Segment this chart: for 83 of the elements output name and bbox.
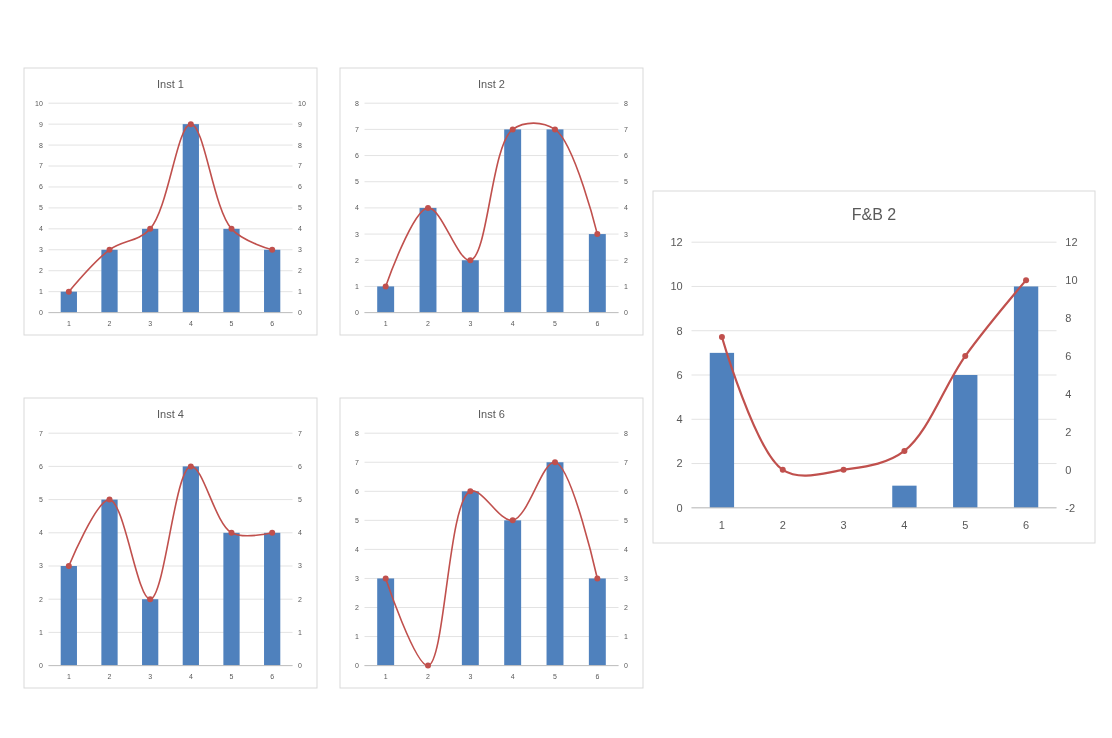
point	[467, 257, 474, 264]
point	[228, 529, 235, 536]
y2-tick-label: 4	[1065, 387, 1072, 400]
point	[106, 246, 113, 253]
point	[509, 126, 516, 133]
bar	[101, 499, 118, 666]
x-tick-label: 5	[962, 519, 969, 532]
point	[552, 459, 558, 466]
bar	[953, 375, 978, 508]
bar	[588, 578, 606, 666]
point	[382, 283, 389, 290]
y2-tick-label: 8	[1065, 311, 1072, 324]
bar	[60, 566, 77, 666]
point	[962, 353, 969, 360]
bar	[709, 352, 735, 508]
chart-title: Inst 1	[157, 77, 184, 90]
bar	[182, 466, 199, 666]
y-tick-label: 8	[676, 324, 683, 337]
point	[779, 466, 786, 473]
bar	[60, 291, 77, 313]
point	[382, 575, 389, 582]
x-tick-label: 6	[1023, 519, 1030, 532]
y-tick-label: 2	[676, 457, 683, 470]
x-tick-label: 3	[840, 519, 847, 532]
point	[1023, 277, 1030, 284]
chart-title: Inst 2	[478, 77, 505, 90]
chart-title: F&B 2	[851, 205, 897, 223]
bar	[223, 532, 240, 666]
point	[840, 466, 847, 473]
bar	[1013, 286, 1039, 508]
x-tick-label: 4	[901, 519, 908, 532]
y2-tick-label: -2	[1065, 501, 1076, 514]
bar	[182, 124, 199, 313]
bar	[504, 129, 522, 313]
bar	[377, 286, 395, 313]
bar	[264, 249, 281, 313]
chart-title: Inst 4	[157, 407, 184, 420]
bar	[223, 228, 240, 313]
point	[269, 246, 276, 253]
y-tick-label: 6	[676, 368, 683, 381]
point	[718, 334, 725, 341]
bar	[142, 599, 159, 666]
bar	[892, 485, 917, 508]
point	[425, 662, 431, 669]
point	[425, 204, 431, 211]
y-tick-label: 12	[670, 236, 683, 249]
y-tick-label: 0	[676, 501, 683, 514]
bar	[504, 520, 522, 666]
bar	[588, 234, 606, 313]
point	[467, 488, 474, 495]
bar	[546, 129, 564, 313]
y2-tick-label: 0	[1065, 463, 1072, 476]
point	[228, 225, 235, 232]
bar	[101, 249, 118, 313]
y2-tick-label: 2	[1065, 425, 1072, 438]
point	[65, 288, 72, 295]
bar	[546, 462, 564, 666]
point	[269, 529, 276, 536]
bar	[142, 228, 159, 313]
y-tick-label: 10	[670, 280, 683, 293]
chart-title: Inst 6	[478, 407, 505, 420]
point	[594, 231, 601, 238]
point	[901, 447, 908, 454]
point	[187, 121, 194, 128]
x-tick-label: 1	[718, 519, 725, 532]
point	[106, 496, 113, 503]
point	[187, 463, 194, 470]
x-tick-label: 2	[779, 519, 786, 532]
point	[65, 563, 72, 569]
bar	[419, 207, 437, 313]
point	[147, 596, 154, 603]
y2-tick-label: 6	[1065, 349, 1072, 362]
bar	[264, 532, 281, 666]
y2-tick-label: 10	[1065, 273, 1078, 286]
point	[594, 575, 601, 582]
point	[147, 225, 154, 232]
bar	[461, 491, 479, 666]
bar	[377, 578, 395, 666]
y2-tick-label: 12	[1065, 236, 1078, 249]
y-tick-label: 4	[676, 413, 683, 426]
point	[509, 517, 516, 524]
point	[552, 126, 558, 133]
bar	[461, 260, 479, 313]
